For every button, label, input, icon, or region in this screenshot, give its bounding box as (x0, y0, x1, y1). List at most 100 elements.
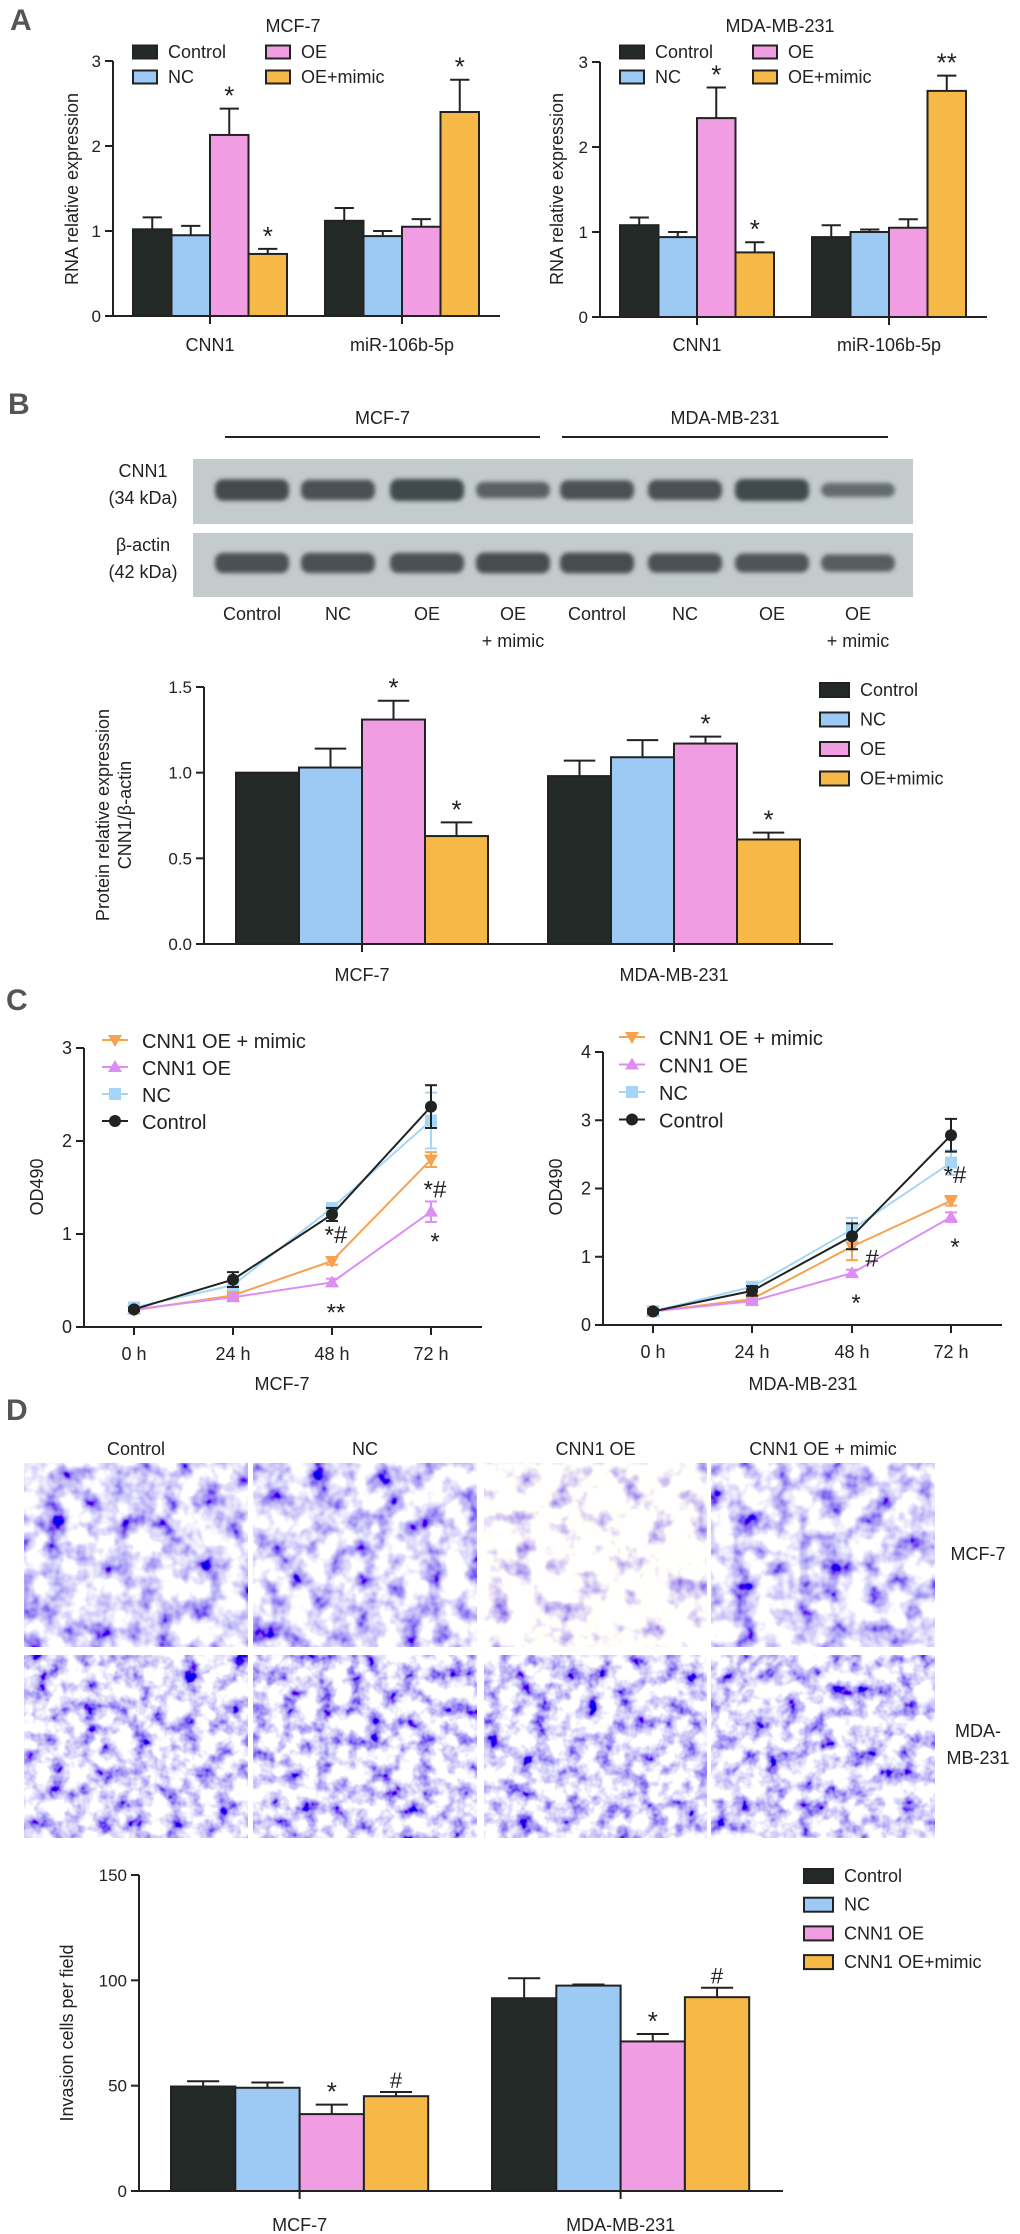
bar-oe (673, 742, 738, 945)
marker-circle (128, 1303, 140, 1316)
significance-mark: * (263, 221, 273, 251)
bar-control (170, 2085, 237, 2192)
x-tick-label: 72 h (933, 1342, 968, 1362)
band-size-label: (34 kDa) (108, 488, 177, 508)
micrograph-grid: Control NC CNN1 OE CNN1 OE + mimic MCF-7 MDA-… (24, 1439, 1010, 1838)
bar-oe-mimic (247, 252, 288, 317)
blot-band (735, 553, 809, 573)
marker-triangle-up (845, 1266, 859, 1279)
marker-triangle-down (944, 1195, 958, 1208)
column-label: CNN1 OE (555, 1439, 635, 1459)
marker-triangle-down (625, 1032, 639, 1044)
marker-circle (647, 1305, 659, 1318)
legend-label: NC (844, 1895, 870, 1915)
y-axis-label: RNA relative expression (62, 93, 82, 285)
legend-label: CNN1 OE + mimic (659, 1028, 823, 1050)
y-tick-label: 0.5 (168, 849, 192, 868)
legend-label: CNN1 OE (659, 1056, 748, 1078)
series-control (647, 1117, 957, 1318)
blot-band (390, 552, 464, 574)
marker-triangle-down (325, 1255, 339, 1268)
y-tick-label: 2 (92, 137, 101, 156)
chart-title: MCF-7 (266, 16, 321, 36)
column-label: Control (107, 1439, 165, 1459)
chart-d-invasion: 0 50 100 150 Invasion cells per field MCF-7 * #… (57, 1866, 982, 2234)
legend-label: CNN1 OE (844, 1923, 924, 1943)
western-blot: MCF-7 MDA-MB-231 CNN1 (34 kDa) β-actin (42 kD… (108, 408, 913, 651)
row-label: MDA- (955, 1721, 1001, 1741)
series-line (133, 1119, 432, 1309)
marker-circle (846, 1230, 858, 1243)
significance-mark: *# (944, 1162, 967, 1189)
band-label: CNN1 (118, 461, 167, 481)
blot-band (560, 480, 634, 500)
y-tick-label: 0 (579, 308, 588, 327)
significance-mark: * (851, 1290, 860, 1317)
series-cnn1-oe-mimic (127, 1151, 438, 1318)
y-axis-label: Invasion cells per field (57, 1944, 77, 2121)
bar-oe (401, 225, 442, 317)
y-tick-label: 3 (581, 1110, 591, 1130)
legend-swatch (752, 44, 778, 60)
y-tick-label: 2 (579, 138, 588, 157)
legend-label: CNN1 OE (142, 1058, 231, 1080)
bar-nc (170, 234, 211, 317)
chart-a-mda: 0 1 2 3 RNA relative expression MDA-MB-231 CNN… (547, 16, 987, 355)
category-label: miR-106b-5p (350, 335, 454, 355)
legend: Control NC OE OE+mimic (819, 680, 944, 789)
bar-nc (555, 1984, 622, 2192)
marker-triangle-up (325, 1275, 339, 1288)
bar-control (132, 228, 173, 317)
bar-oe (361, 718, 426, 946)
lane-label: OE (845, 604, 871, 624)
marker-circle (746, 1284, 758, 1297)
bar-control (547, 775, 612, 945)
blot-group-label: MDA-MB-231 (670, 408, 779, 428)
y-axis-label: CNN1/β-actin (115, 761, 135, 869)
y-tick-label: 150 (99, 1866, 127, 1885)
row-label: MCF-7 (951, 1544, 1006, 1564)
legend: Control NC CNN1 OE CNN1 OE+mimic (803, 1866, 982, 1972)
series-control (128, 1084, 437, 1316)
x-tick-label: 24 h (215, 1344, 250, 1364)
legend-swatch (265, 44, 291, 60)
marker-triangle-up (625, 1057, 639, 1070)
y-tick-label: 1 (579, 223, 588, 242)
marker-square (945, 1156, 957, 1169)
micrograph (484, 1463, 707, 1647)
significance-mark: * (950, 1234, 959, 1261)
marker-triangle-down (424, 1154, 438, 1167)
blot-band (476, 481, 550, 499)
series-line (652, 1199, 952, 1313)
y-tick-label: 0 (581, 1315, 591, 1335)
band-label: β-actin (116, 535, 170, 555)
lane-label: Control (568, 604, 626, 624)
legend-swatch (132, 44, 158, 60)
column-label: NC (352, 1439, 378, 1459)
significance-mark: * (224, 81, 234, 111)
lane-label: NC (325, 604, 351, 624)
panel-label-a: A (10, 4, 32, 37)
legend-label: OE (788, 42, 814, 62)
marker-circle (945, 1129, 957, 1142)
significance-mark: * (451, 794, 461, 824)
marker-circle (109, 1115, 121, 1127)
bar-control (324, 219, 365, 317)
category-label: CNN1 (185, 335, 234, 355)
micrograph (711, 1655, 935, 1838)
x-tick-label: 0 h (640, 1342, 665, 1362)
bar-cnn1-oe (298, 2113, 365, 2193)
blot-band (215, 479, 289, 501)
significance-mark: * (327, 2077, 337, 2107)
marker-triangle-up (226, 1290, 240, 1303)
y-tick-label: 3 (62, 1038, 72, 1058)
legend-label: Control (168, 42, 226, 62)
band-size-label: (42 kDa) (108, 562, 177, 582)
lane-label: OE (759, 604, 785, 624)
y-axis-label: Protein relative expression (93, 709, 113, 921)
bar-oe-mimic (439, 111, 480, 317)
micrograph (711, 1463, 935, 1647)
y-tick-label: 3 (579, 53, 588, 72)
significance-mark: * (388, 673, 398, 703)
